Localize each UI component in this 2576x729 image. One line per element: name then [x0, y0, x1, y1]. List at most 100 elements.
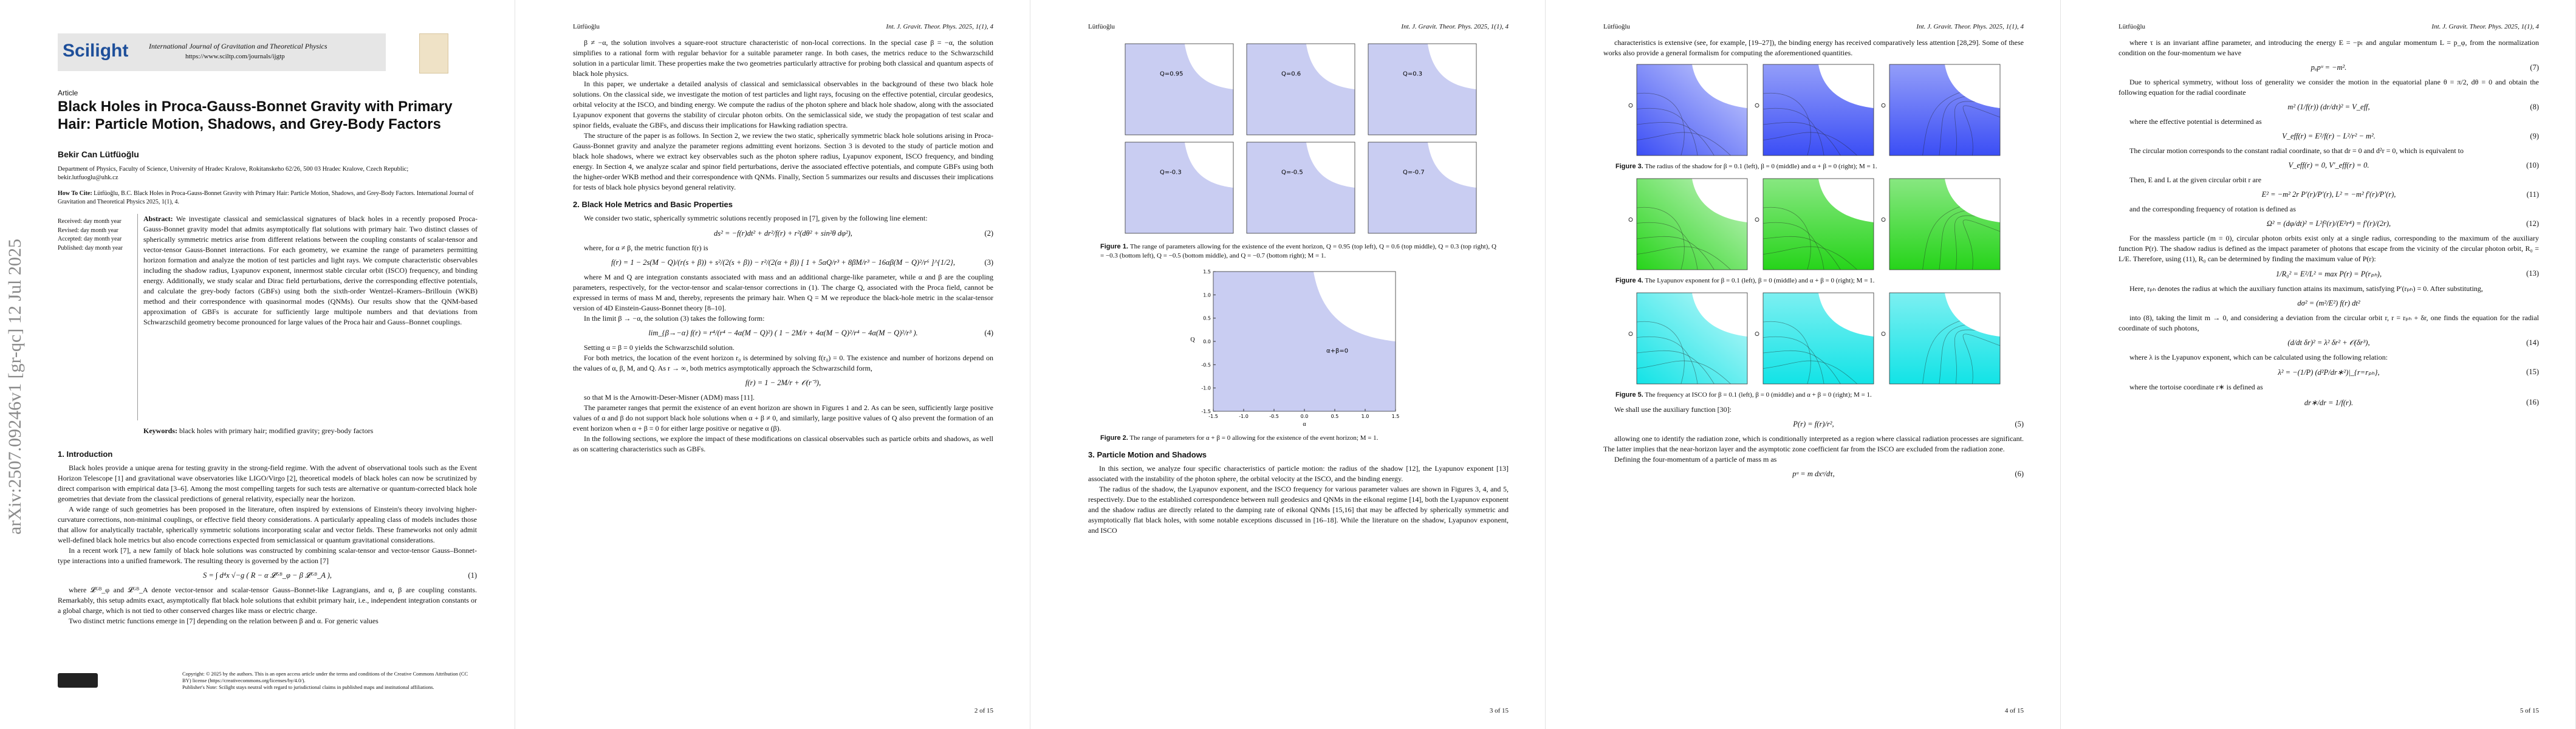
page-number: 3 of 15 — [1489, 707, 1509, 714]
equation-body: dσ² = (m²/E²) f(r) dt² — [2297, 299, 2360, 308]
paragraph: The circular motion corresponds to the c… — [2129, 146, 2464, 156]
paragraph: into (8), taking the limit m → 0, and co… — [2119, 313, 2539, 333]
caption-text: The range of parameters allowing for the… — [1100, 243, 1497, 259]
equation: m² (1/f(r)) (dr/dτ)² = V_eff, (8) — [2119, 103, 2539, 112]
section-heading: 2. Black Hole Metrics and Basic Properti… — [573, 200, 733, 210]
paragraph: and the corresponding frequency of rotat… — [2129, 205, 2296, 214]
running-header: Lütfüoğlu Int. J. Gravit. Theor. Phys. 20… — [573, 23, 993, 30]
plot-label: α+β=0 — [1326, 347, 1348, 354]
equation-body: ds² = −f(r)dt² + dr²/f(r) + r²(dθ² + sin… — [714, 228, 852, 238]
equation-number: (9) — [2530, 132, 2539, 141]
frame — [1762, 64, 1874, 156]
x-axis-label: α — [1303, 421, 1306, 428]
figure: Figure 5. The frequency at ISCO for β = … — [1603, 290, 2024, 400]
running-header: Lütfüoğlu Int. J. Gravit. Theor. Phys. 20… — [2119, 23, 2539, 30]
caption: Figure 1. The range of parameters allowi… — [1100, 242, 1496, 261]
equation: P(r) = f(r)/r², (5) — [1603, 420, 2024, 429]
equation: pᵘ = m dxᵘ/dτ, (6) — [1603, 470, 2024, 479]
caption-label: Figure 3. — [1615, 163, 1643, 171]
equation-body: E² = −m² 2r P′(r)/P′(r), L² = −m² f′(r)/… — [2261, 190, 2396, 199]
publisher-note: Publisher's Note: Scilight stays neutral… — [182, 684, 434, 691]
panel: Q=-0.7 — [1368, 142, 1477, 234]
journal-band: Scilight International Journal of Gravit… — [58, 33, 386, 71]
caption-text: The Lyapunov exponent for β = 0.1 (left)… — [1645, 276, 1875, 284]
paragraph: We shall use the auxiliary function [30]… — [1614, 405, 1732, 414]
paragraph: Due to spherical symmetry, without loss … — [2119, 78, 2539, 97]
paragraph: where λ is the Lyapunov exponent, which … — [2129, 353, 2388, 362]
caption: Figure 5. The frequency at ISCO for β = … — [1615, 391, 2012, 400]
figure: -1.5 -1.0 -0.5 0.0 0.5 1.0 1.5 1.5 1.0 0.5 0.0 -0.5… — [1088, 265, 1509, 443]
cutout — [1306, 44, 1355, 89]
equation-number: (13) — [2526, 269, 2539, 278]
frame — [1125, 43, 1234, 135]
contour-line — [1636, 236, 1714, 270]
cutout — [1184, 44, 1233, 89]
paragraph: In this section, we analyze four specifi… — [1088, 464, 1509, 483]
frame — [1762, 178, 1874, 270]
paragraph: For the massless particle (m = 0), circu… — [2119, 234, 2539, 264]
page-body: characteristics is extensive (see, for e… — [1603, 38, 2024, 693]
cutout — [1692, 292, 1747, 337]
equation: pᵤpᵘ = −m². (7) — [2119, 63, 2539, 72]
panel: Q=0.3 — [1368, 43, 1477, 135]
equation-number: (12) — [2526, 219, 2539, 228]
paragraph: A wide range of such geometries has been… — [58, 505, 477, 545]
paragraph: characteristics is extensive (see, for e… — [1603, 38, 2024, 58]
contour-line — [1962, 334, 2001, 384]
cutout — [1945, 292, 2000, 337]
contour-line — [1636, 336, 1698, 384]
page: Lütfüoğlu Int. J. Gravit. Theor. Phys. 20… — [2061, 0, 2576, 729]
caption-label: Figure 2. — [1100, 434, 1128, 442]
contour-line — [1762, 122, 1841, 156]
equation-number: (5) — [2015, 419, 2024, 428]
frame — [1246, 142, 1355, 234]
caption-text: The radius of the shadow for β = 0.1 (le… — [1645, 163, 1877, 171]
author: Bekir Can Lütfüoğlu — [58, 149, 139, 159]
panel — [1755, 292, 1874, 385]
equation: 1/R₀² = E²/L² = max P(r) = P(rₚₕ), (13) — [2119, 269, 2539, 279]
page: Lütfüoğlu Int. J. Gravit. Theor. Phys. 20… — [515, 0, 1030, 729]
cutout — [1306, 142, 1355, 188]
divider — [137, 214, 138, 420]
abstract: Abstract: We investigate classical and s… — [143, 214, 478, 327]
panel: Q=0.95 — [1125, 43, 1234, 135]
contour-line — [1762, 207, 1811, 270]
marker — [1881, 217, 1886, 222]
affiliation: Department of Physics, Faculty of Scienc… — [58, 166, 409, 182]
page: Lütfüoğlu Int. J. Gravit. Theor. Phys. 20… — [1546, 0, 2061, 729]
plot: -1.5 -1.0 -0.5 0.0 0.5 1.0 1.5 1.5 1.0 0.5 0.0 -0.5… — [1190, 269, 1399, 428]
page-number: 2 of 15 — [974, 707, 993, 714]
panel-label: Q=0.3 — [1403, 71, 1422, 78]
paragraph: Here, rₚₕ denotes the radius at which th… — [2129, 284, 2483, 293]
panel: Q=0.6 — [1246, 43, 1355, 135]
contour-line — [1762, 108, 1824, 156]
paragraph: where τ is an invariant affine parameter… — [2119, 38, 2539, 58]
cutout — [1314, 271, 1396, 341]
equation: V_eff(r) = 0, V′_eff(r) = 0. (10) — [2119, 161, 2539, 170]
panel: Q=-0.3 — [1125, 142, 1234, 234]
figure-panels — [1628, 64, 2001, 156]
paragraph: In the following sections, we explore th… — [573, 434, 993, 453]
frame — [1889, 64, 2001, 156]
cutout — [1818, 292, 1874, 337]
cutout — [1945, 178, 2000, 222]
panel-label: Q=0.95 — [1160, 71, 1184, 78]
date: Revised: day month year — [58, 227, 118, 234]
copyright: Copyright: © 2025 by the authors. This i… — [182, 671, 468, 684]
journal-ref: Int. J. Gravit. Theor. Phys. 2025, 1(1),… — [1401, 23, 1509, 30]
x-tick-label: -1.0 — [1239, 414, 1249, 419]
equation-number: (8) — [2530, 103, 2539, 112]
equation-number: (14) — [2526, 338, 2539, 347]
equation-body: f(r) = 1 − 2M/r + 𝒪(r⁻³), — [745, 378, 821, 387]
marker — [1755, 331, 1759, 336]
equation-number: (2) — [984, 228, 993, 238]
paragraph: Defining the four-momentum of a particle… — [1614, 454, 1777, 464]
journal-url: https://www.sciltp.com/journals/ijgtp — [185, 53, 285, 60]
figure: Figure 4. The Lyapunov exponent for β = … — [1603, 176, 2024, 286]
paragraph: The radius of the shadow, the Lyapunov e… — [1088, 484, 1509, 535]
how-to-cite-label: How To Cite: — [58, 190, 92, 197]
journal-name: International Journal of Gravitation and… — [149, 42, 327, 50]
equation-number: (1) — [468, 571, 477, 580]
frame — [1368, 142, 1477, 234]
